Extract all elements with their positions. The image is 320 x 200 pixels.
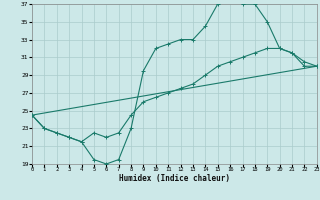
X-axis label: Humidex (Indice chaleur): Humidex (Indice chaleur) (119, 174, 230, 183)
